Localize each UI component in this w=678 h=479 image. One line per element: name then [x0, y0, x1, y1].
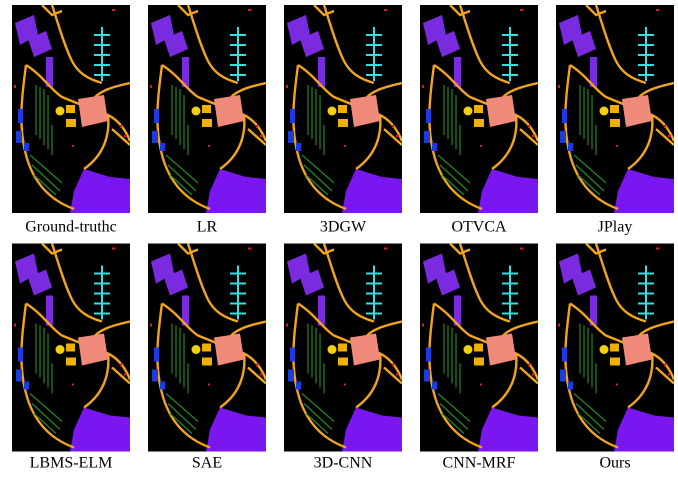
caption: JPlay — [598, 219, 633, 236]
caption: LR — [197, 219, 218, 236]
classification-map — [148, 244, 266, 452]
classification-map — [284, 244, 402, 452]
figure: Ground-truthc LR 3DGW OTVCA JPlay LBMS-ELM SAE… — [0, 0, 678, 474]
classification-map — [284, 5, 402, 213]
classification-map — [148, 5, 266, 213]
caption: LBMS-ELM — [30, 455, 113, 472]
classification-map — [12, 244, 130, 452]
caption: Ours — [599, 455, 630, 472]
classification-map — [556, 244, 674, 452]
caption: 3D-CNN — [314, 455, 373, 472]
classification-map — [556, 5, 674, 213]
caption: OTVCA — [451, 219, 507, 236]
caption: 3DGW — [320, 219, 367, 236]
caption: Ground-truthc — [25, 219, 117, 236]
classification-map — [420, 244, 538, 452]
caption: SAE — [192, 455, 222, 472]
caption: CNN-MRF — [443, 455, 516, 472]
classification-map — [12, 5, 130, 213]
classification-map — [420, 5, 538, 213]
